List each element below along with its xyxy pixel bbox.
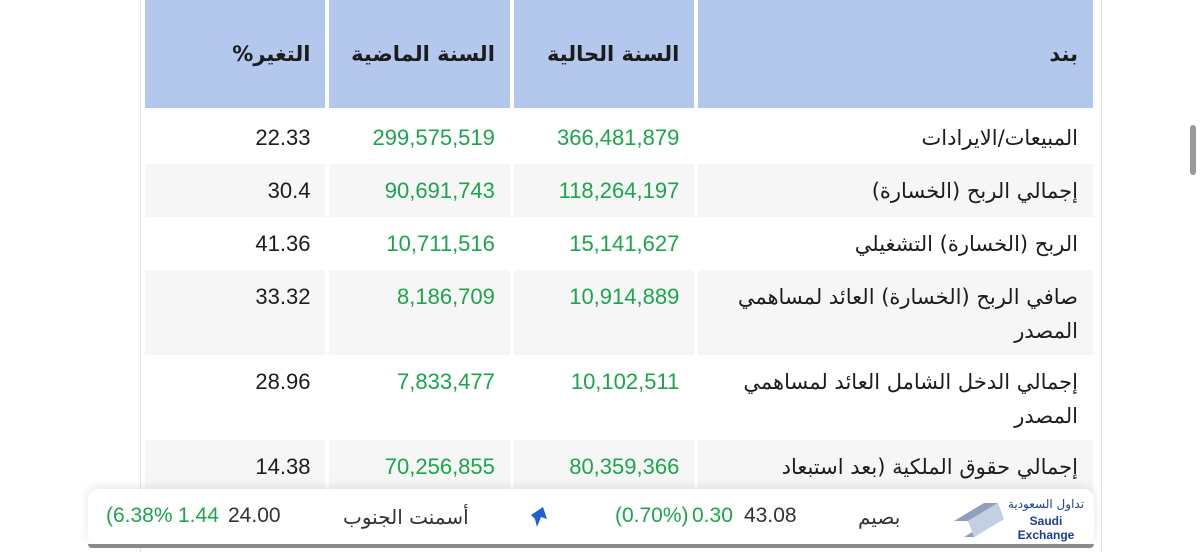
row-item-label: المبيعات/الايرادات	[921, 126, 1078, 150]
row-change-value: 41.36	[255, 231, 311, 256]
row-item-label: إجمالي الربح (الخسارة)	[698, 164, 1093, 217]
ticker-item1-change-pct: (0.70%)	[615, 504, 689, 527]
row-current-value: 118,264,197	[513, 164, 695, 217]
row-change-value: 33.32	[145, 270, 326, 355]
table-row: إجمالي حقوق الملكية (بعد استبعاد 80,359,…	[145, 440, 1093, 493]
saudi-exchange-logo[interactable]: تداول السعودية Saudi Exchange	[954, 495, 1094, 542]
row-previous-value: 70,256,855	[329, 440, 510, 493]
header-change: التغير%	[145, 0, 326, 111]
header-previous-year: السنة الماضية	[329, 0, 510, 111]
row-current-value: 10,914,889	[513, 270, 695, 355]
row-item-label: صافي الربح (الخسارة) العائد لمساهمي المص…	[698, 270, 1093, 355]
table-header-row: بند السنة الحالية السنة الماضية التغير%	[145, 0, 1093, 111]
header-item: بند	[698, 0, 1093, 111]
ticker-item1-change: 0.30	[692, 504, 733, 527]
row-current-value: 15,141,627	[569, 231, 680, 256]
row-previous-value: 10,711,516	[386, 231, 495, 256]
row-item-label: إجمالي الدخل الشامل العائد لمساهمي المصد…	[743, 370, 1078, 428]
ticker-item1-name[interactable]: بصيم	[858, 505, 901, 529]
logo-english-text: Saudi Exchange	[1017, 514, 1075, 542]
ticker-item2-change-pct: (6.38%	[106, 504, 173, 527]
row-previous-value: 8,186,709	[329, 270, 510, 355]
vertical-scrollbar-thumb[interactable]	[1190, 125, 1196, 175]
financial-table: بند السنة الحالية السنة الماضية التغير% …	[141, 0, 1097, 493]
financial-table-container: بند السنة الحالية السنة الماضية التغير% …	[140, 0, 1102, 552]
table-row: الربح (الخسارة) التشغيلي 15,141,627 10,7…	[145, 217, 1093, 270]
logo-arabic-text: تداول السعودية	[1007, 497, 1085, 511]
row-previous-value: 299,575,519	[372, 125, 495, 150]
row-change-value: 28.96	[255, 369, 311, 394]
up-arrow-icon	[531, 507, 547, 527]
ticker-fade	[88, 489, 118, 545]
header-current-year: السنة الحالية	[513, 0, 695, 111]
row-previous-value: 90,691,743	[329, 164, 510, 217]
table-row: إجمالي الربح (الخسارة) 118,264,197 90,69…	[145, 164, 1093, 217]
row-item-label: إجمالي حقوق الملكية (بعد استبعاد	[698, 440, 1093, 493]
saudi-exchange-logo-icon	[954, 503, 1004, 537]
row-change-value: 14.38	[145, 440, 326, 493]
row-previous-value: 7,833,477	[397, 369, 495, 394]
table-row: المبيعات/الايرادات 366,481,879 299,575,5…	[145, 111, 1093, 164]
stock-ticker-bar[interactable]: (6.38% 1.44 24.00 أسمنت الجنوب (0.70%) 0…	[88, 489, 1094, 545]
ticker-bottom-border	[88, 544, 1094, 548]
row-change-value: 30.4	[145, 164, 326, 217]
row-current-value: 10,102,511	[570, 369, 680, 394]
ticker-item1-price: 43.08	[744, 504, 797, 527]
table-row: صافي الربح (الخسارة) العائد لمساهمي المص…	[145, 270, 1093, 355]
row-current-value: 80,359,366	[513, 440, 695, 493]
ticker-item2-name[interactable]: أسمنت الجنوب	[343, 505, 469, 529]
ticker-item2-price: 24.00	[228, 504, 281, 527]
row-current-value: 366,481,879	[556, 125, 680, 150]
row-item-label: الربح (الخسارة) التشغيلي	[854, 232, 1078, 256]
ticker-item2-change: 1.44	[178, 504, 219, 527]
table-row: إجمالي الدخل الشامل العائد لمساهمي المصد…	[145, 355, 1093, 440]
row-change-value: 22.33	[255, 125, 311, 150]
